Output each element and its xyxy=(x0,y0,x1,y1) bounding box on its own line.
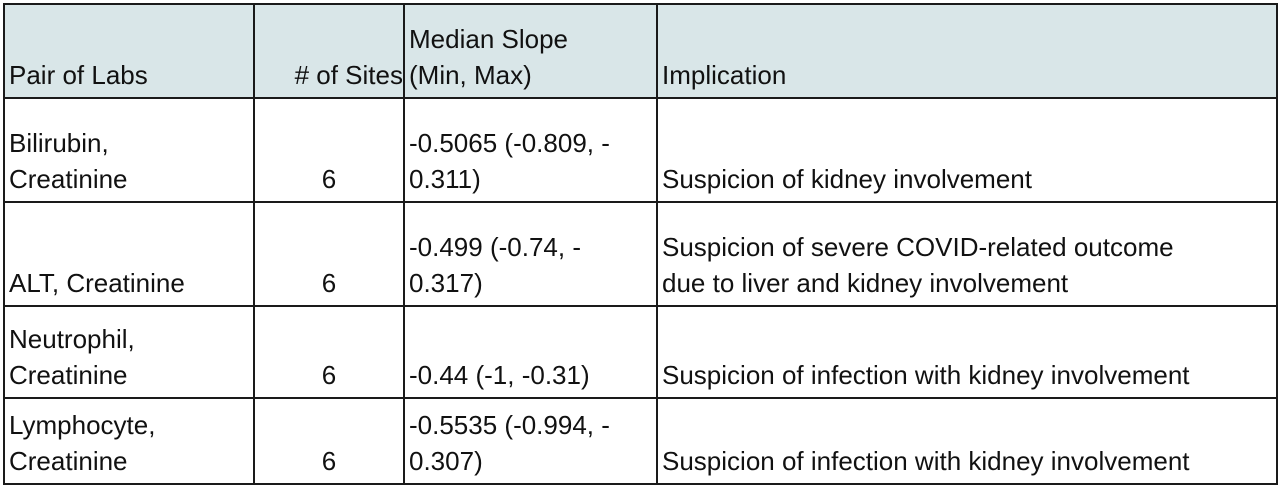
table-row: Neutrophil, Creatinine 6 -0.44 (-1, -0.3… xyxy=(3,305,1278,399)
lab-pairs-table: Pair of Labs # of Sites Median Slope (Mi… xyxy=(3,3,1278,485)
cell-sites: 6 xyxy=(253,97,405,203)
cell-implication: Suspicion of severe COVID-related outcom… xyxy=(656,201,1278,307)
cell-implication: Suspicion of infection with kidney invol… xyxy=(656,397,1278,485)
cell-sites: 6 xyxy=(253,305,405,399)
cell-pair: Lymphocyte, Creatinine xyxy=(3,397,255,485)
header-number-of-sites: # of Sites xyxy=(253,3,405,99)
table-row: Lymphocyte, Creatinine 6 -0.5535 (-0.994… xyxy=(3,397,1278,485)
cell-implication: Suspicion of kidney involvement xyxy=(656,97,1278,203)
table-row: ALT, Creatinine 6 -0.499 (-0.74, - 0.317… xyxy=(3,201,1278,307)
header-row: Pair of Labs # of Sites Median Slope (Mi… xyxy=(3,3,1278,99)
cell-pair: Neutrophil, Creatinine xyxy=(3,305,255,399)
cell-slope: -0.44 (-1, -0.31) xyxy=(403,305,658,399)
header-median-slope: Median Slope (Min, Max) xyxy=(403,3,658,99)
cell-implication: Suspicion of infection with kidney invol… xyxy=(656,305,1278,399)
table-header: Pair of Labs # of Sites Median Slope (Mi… xyxy=(3,3,1278,99)
cell-slope: -0.499 (-0.74, - 0.317) xyxy=(403,201,658,307)
header-pair-of-labs: Pair of Labs xyxy=(3,3,255,99)
cell-slope: -0.5535 (-0.994, - 0.307) xyxy=(403,397,658,485)
table-row: Bilirubin, Creatinine 6 -0.5065 (-0.809,… xyxy=(3,97,1278,203)
cell-sites: 6 xyxy=(253,397,405,485)
cell-pair: ALT, Creatinine xyxy=(3,201,255,307)
header-implication: Implication xyxy=(656,3,1278,99)
table-body: Bilirubin, Creatinine 6 -0.5065 (-0.809,… xyxy=(3,97,1278,485)
cell-sites: 6 xyxy=(253,201,405,307)
cell-pair: Bilirubin, Creatinine xyxy=(3,97,255,203)
cell-slope: -0.5065 (-0.809, - 0.311) xyxy=(403,97,658,203)
